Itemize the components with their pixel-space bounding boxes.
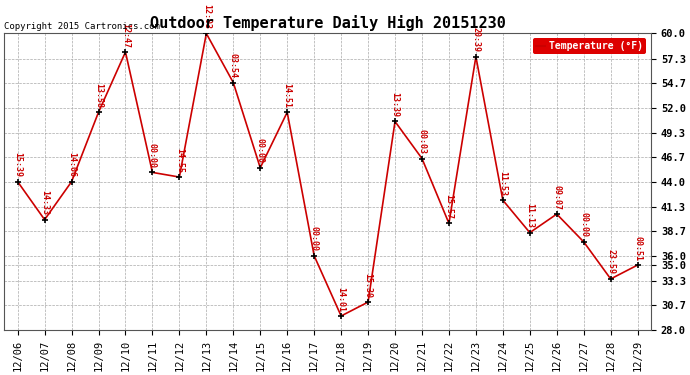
Text: Copyright 2015 Cartronics.com: Copyright 2015 Cartronics.com (4, 21, 160, 30)
Text: 14:01: 14:01 (337, 286, 346, 312)
Text: 13:58: 13:58 (94, 83, 103, 108)
Text: 15:39: 15:39 (13, 152, 22, 177)
Legend: Temperature (°F): Temperature (°F) (533, 38, 647, 54)
Text: 00:03: 00:03 (417, 129, 426, 154)
Text: 00:00: 00:00 (148, 143, 157, 168)
Text: 09:07: 09:07 (552, 184, 561, 210)
Text: 13:39: 13:39 (391, 92, 400, 117)
Text: 14:33: 14:33 (40, 190, 49, 215)
Text: 03:54: 03:54 (229, 53, 238, 78)
Text: 11:53: 11:53 (498, 171, 507, 196)
Text: 11:13: 11:13 (525, 203, 534, 228)
Text: 15:57: 15:57 (444, 194, 453, 219)
Text: 00:51: 00:51 (633, 236, 642, 261)
Text: 00:00: 00:00 (579, 212, 588, 237)
Text: 12:47: 12:47 (121, 22, 130, 48)
Text: 14:55: 14:55 (175, 148, 184, 172)
Text: 00:00: 00:00 (256, 138, 265, 164)
Text: 23:59: 23:59 (607, 249, 615, 274)
Text: 15:30: 15:30 (364, 273, 373, 298)
Text: 00:00: 00:00 (310, 226, 319, 251)
Text: 14:06: 14:06 (67, 152, 76, 177)
Text: 12:03: 12:03 (202, 4, 211, 29)
Text: 20:39: 20:39 (471, 27, 480, 52)
Title: Outdoor Temperature Daily High 20151230: Outdoor Temperature Daily High 20151230 (150, 15, 506, 31)
Text: 14:51: 14:51 (283, 83, 292, 108)
